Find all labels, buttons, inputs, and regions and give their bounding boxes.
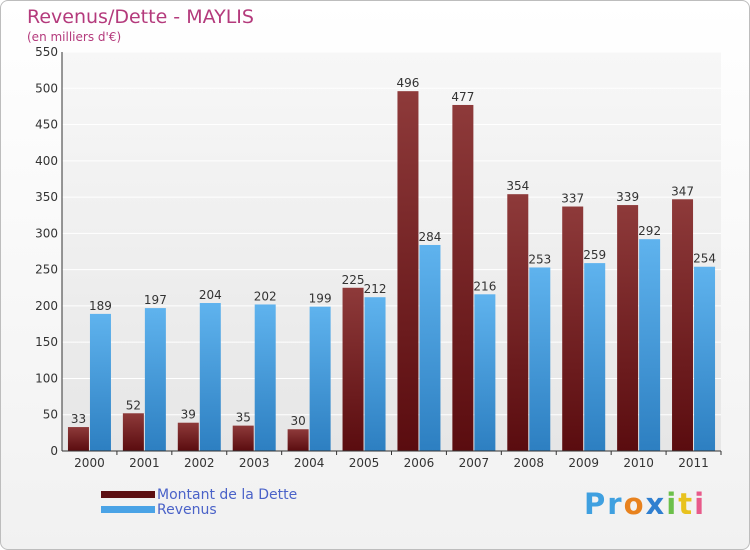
data-label-revenus: 189 — [89, 299, 112, 313]
bar-debt — [452, 104, 474, 451]
data-label-revenus: 197 — [144, 293, 167, 307]
chart-title: Revenus/Dette - MAYLIS — [27, 6, 254, 28]
y-tick-label: 250 — [35, 263, 58, 277]
logo-letter: r — [607, 487, 624, 521]
bar-debt — [507, 194, 529, 451]
x-tick-label: 2007 — [459, 456, 490, 470]
data-label-revenus: 292 — [638, 224, 661, 238]
x-tick-label: 2010 — [623, 456, 654, 470]
data-label-debt: 225 — [342, 273, 365, 287]
data-label-revenus: 212 — [364, 282, 387, 296]
data-label-revenus: 216 — [473, 279, 496, 293]
y-tick-label: 150 — [35, 335, 58, 349]
legend-swatch-debt — [101, 491, 155, 498]
plot-background — [62, 52, 721, 451]
x-tick-label: 2001 — [129, 456, 160, 470]
data-label-debt: 347 — [671, 184, 694, 198]
x-tick-label: 2008 — [514, 456, 545, 470]
bar-revenus — [474, 294, 496, 451]
logo-letter: P — [584, 487, 608, 521]
data-label-revenus: 254 — [693, 252, 716, 266]
bar-revenus — [529, 267, 551, 451]
y-tick-label: 450 — [35, 118, 58, 132]
data-label-revenus: 284 — [419, 230, 442, 244]
y-tick-label: 300 — [35, 226, 58, 240]
data-label-debt: 496 — [397, 76, 420, 90]
logo-letter: i — [694, 487, 707, 521]
bar-debt — [342, 287, 364, 451]
bar-revenus — [584, 263, 606, 451]
data-label-debt: 337 — [561, 192, 584, 206]
x-tick-label: 2000 — [74, 456, 105, 470]
bar-revenus — [199, 303, 221, 451]
y-tick-label: 350 — [35, 190, 58, 204]
bar-debt — [232, 425, 254, 451]
data-label-debt: 477 — [451, 90, 474, 104]
bar-debt — [287, 429, 309, 451]
logo-letter: o — [623, 487, 646, 521]
y-tick-label: 400 — [35, 154, 58, 168]
x-tick-label: 2002 — [184, 456, 215, 470]
x-tick-label: 2009 — [568, 456, 599, 470]
legend-label-debt: Montant de la Dette — [157, 486, 298, 503]
bar-revenus — [144, 308, 166, 451]
chart-subtitle: (en milliers d'€) — [27, 30, 122, 44]
data-label-debt: 52 — [126, 398, 141, 412]
data-label-debt: 354 — [506, 179, 529, 193]
y-tick-label: 500 — [35, 81, 58, 95]
x-tick-label: 2006 — [404, 456, 435, 470]
bar-revenus — [639, 239, 661, 451]
bar-debt — [122, 413, 144, 451]
bar-debt — [177, 422, 199, 451]
y-tick-label: 50 — [43, 408, 58, 422]
x-tick-label: 2005 — [349, 456, 380, 470]
x-tick-label: 2004 — [294, 456, 325, 470]
legend-swatch-revenus — [101, 506, 155, 513]
bar-debt — [67, 427, 89, 451]
legend-item-revenus: Revenus — [101, 501, 297, 518]
proxiti-logo: Proxiti — [584, 487, 706, 521]
data-label-debt: 33 — [71, 412, 86, 426]
bar-revenus — [254, 304, 276, 451]
bar-revenus — [89, 313, 111, 451]
logo-letter: i — [666, 487, 679, 521]
data-label-debt: 30 — [290, 414, 305, 428]
data-label-revenus: 259 — [583, 248, 606, 262]
y-tick-label: 100 — [35, 371, 58, 385]
logo-letter: t — [678, 487, 695, 521]
y-tick-label: 550 — [35, 45, 58, 59]
x-tick-label: 2011 — [678, 456, 709, 470]
data-label-revenus: 204 — [199, 288, 222, 302]
bar-debt — [397, 91, 419, 451]
bar-debt — [672, 199, 694, 451]
legend-label-revenus: Revenus — [157, 501, 217, 518]
bar-debt — [617, 205, 639, 451]
data-label-revenus: 253 — [528, 252, 551, 266]
bar-revenus — [309, 306, 331, 451]
y-tick-label: 200 — [35, 299, 58, 313]
data-label-revenus: 202 — [254, 289, 277, 303]
bar-debt — [562, 206, 584, 451]
data-label-debt: 35 — [236, 411, 251, 425]
logo-letter: x — [645, 487, 667, 521]
bar-revenus — [419, 244, 441, 451]
x-tick-label: 2003 — [239, 456, 270, 470]
data-label-revenus: 199 — [309, 292, 332, 306]
bar-revenus — [694, 266, 716, 451]
data-label-debt: 39 — [181, 408, 196, 422]
y-tick-label: 0 — [50, 444, 58, 458]
legend: Montant de la Dette Revenus — [101, 486, 298, 518]
legend-item-debt: Montant de la Dette — [101, 486, 298, 503]
data-label-debt: 339 — [616, 190, 639, 204]
bar-revenus — [364, 297, 386, 451]
